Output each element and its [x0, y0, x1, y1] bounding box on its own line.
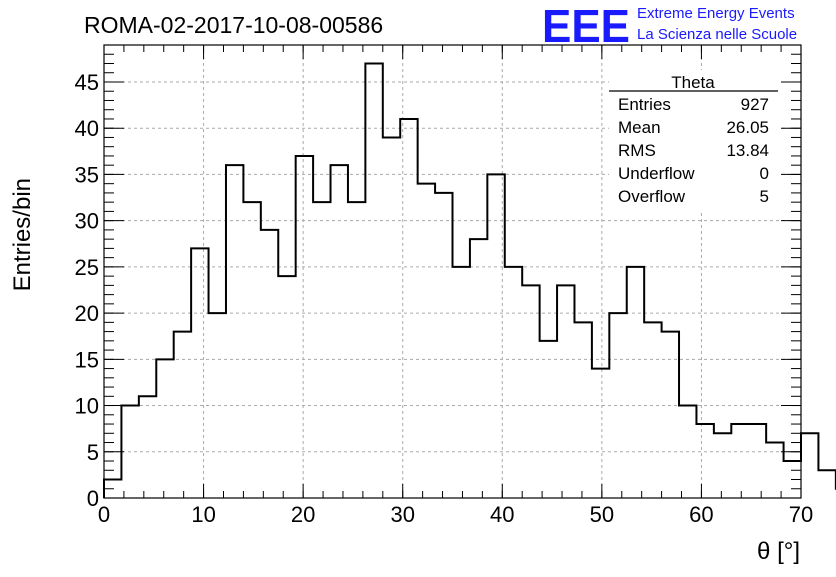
- stats-box: Theta Entries 927 Mean 26.05 RMS 13.84 Underfl…: [609, 70, 779, 212]
- x-tick-label: 50: [590, 502, 614, 527]
- logo-line-2: La Scienza nelle Scuole: [637, 26, 797, 43]
- stats-label: Underflow: [618, 164, 695, 183]
- stats-rows: Entries 927 Mean 26.05 RMS 13.84 Underflow 0 Ove…: [618, 95, 769, 206]
- x-tick-label: 70: [789, 502, 813, 527]
- plot-frame: [103, 44, 802, 499]
- stats-value: 927: [741, 95, 769, 114]
- y-tick-labels: 0 5 10 15 20 25 30 35 40 45: [75, 70, 99, 511]
- y-tick-label: 0: [87, 486, 99, 511]
- x-tick-label: 20: [291, 502, 315, 527]
- y-tick-label: 25: [75, 255, 99, 280]
- x-tick-label: 30: [390, 502, 414, 527]
- logo-line-1: Extreme Energy Events: [637, 5, 795, 22]
- stats-value: 5: [760, 187, 769, 206]
- stats-value: 13.84: [726, 141, 769, 160]
- y-axis-title: Entries/bin: [9, 178, 36, 291]
- y-tick-label: 45: [75, 70, 99, 95]
- eee-logo: EEE: [542, 0, 630, 52]
- y-tick-label: 5: [87, 440, 99, 465]
- x-tick-label: 60: [689, 502, 713, 527]
- x-axis-title: θ [°]: [757, 538, 800, 565]
- x-tick-label: 10: [191, 502, 215, 527]
- x-tick-label: 0: [98, 502, 110, 527]
- y-tick-label: 15: [75, 347, 99, 372]
- stats-box-title: Theta: [671, 73, 715, 92]
- run-title: ROMA-02-2017-10-08-00586: [84, 12, 383, 38]
- stats-label: Mean: [618, 118, 661, 137]
- y-tick-label: 20: [75, 301, 99, 326]
- stats-label: RMS: [618, 141, 656, 160]
- stats-value: 0: [760, 164, 769, 183]
- x-tick-label: 40: [490, 502, 514, 527]
- x-tick-labels: 0 10 20 30 40 50 60 70: [98, 502, 813, 527]
- stats-box-background: [609, 70, 779, 212]
- stats-label: Entries: [618, 95, 671, 114]
- y-tick-label: 35: [75, 162, 99, 187]
- y-tick-label: 10: [75, 394, 99, 419]
- stats-value: 26.05: [726, 118, 769, 137]
- y-tick-label: 40: [75, 116, 99, 141]
- stats-label: Overflow: [618, 187, 686, 206]
- histogram-step-line: [103, 62, 836, 498]
- y-tick-label: 30: [75, 209, 99, 234]
